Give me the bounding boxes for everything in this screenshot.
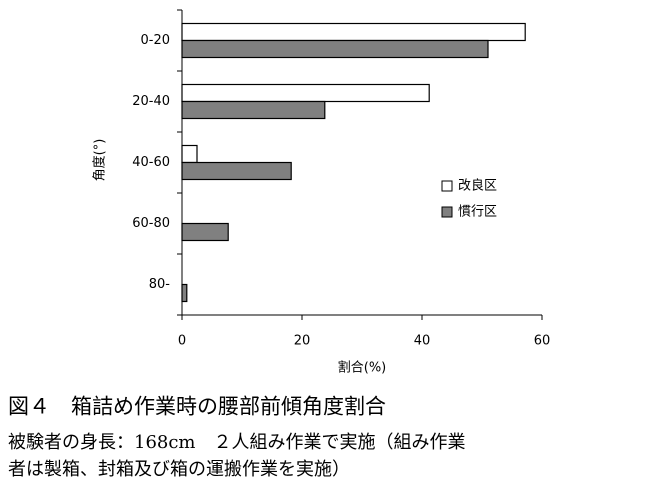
y-axis-title: 角度(°)	[92, 139, 108, 182]
x-tick-label: 20	[294, 334, 311, 349]
x-axis-title: 割合(%)	[338, 360, 387, 376]
legend-swatch	[441, 206, 453, 218]
y-tick-label: 20-40	[132, 94, 170, 109]
x-tick-label: 60	[534, 334, 551, 349]
bar	[181, 161, 292, 181]
x-tick-label: 0	[178, 334, 186, 349]
bar	[181, 144, 198, 164]
bar	[181, 22, 526, 42]
note-line: 被験者の身長：168cm ２人組み作業で実施（組み作業	[8, 432, 466, 453]
x-tick-label: 40	[414, 334, 431, 349]
legend-label: 慣行区	[458, 204, 497, 220]
bar	[181, 100, 326, 120]
bar	[181, 39, 489, 59]
bar	[181, 283, 188, 303]
legend-label: 改良区	[458, 178, 497, 194]
figure-title: 図４ 箱詰め作業時の腰部前傾角度割合	[8, 395, 386, 419]
y-tick-label: 80-	[149, 277, 171, 292]
bar	[181, 222, 229, 242]
y-tick-label: 40-60	[132, 155, 170, 170]
y-tick-label: 60-80	[132, 216, 170, 231]
bar	[181, 83, 430, 103]
legend-swatch	[441, 180, 453, 192]
y-tick-label: 0-20	[140, 33, 170, 48]
note-line: 者は製箱、封箱及び箱の運搬作業を実施）	[8, 459, 350, 480]
